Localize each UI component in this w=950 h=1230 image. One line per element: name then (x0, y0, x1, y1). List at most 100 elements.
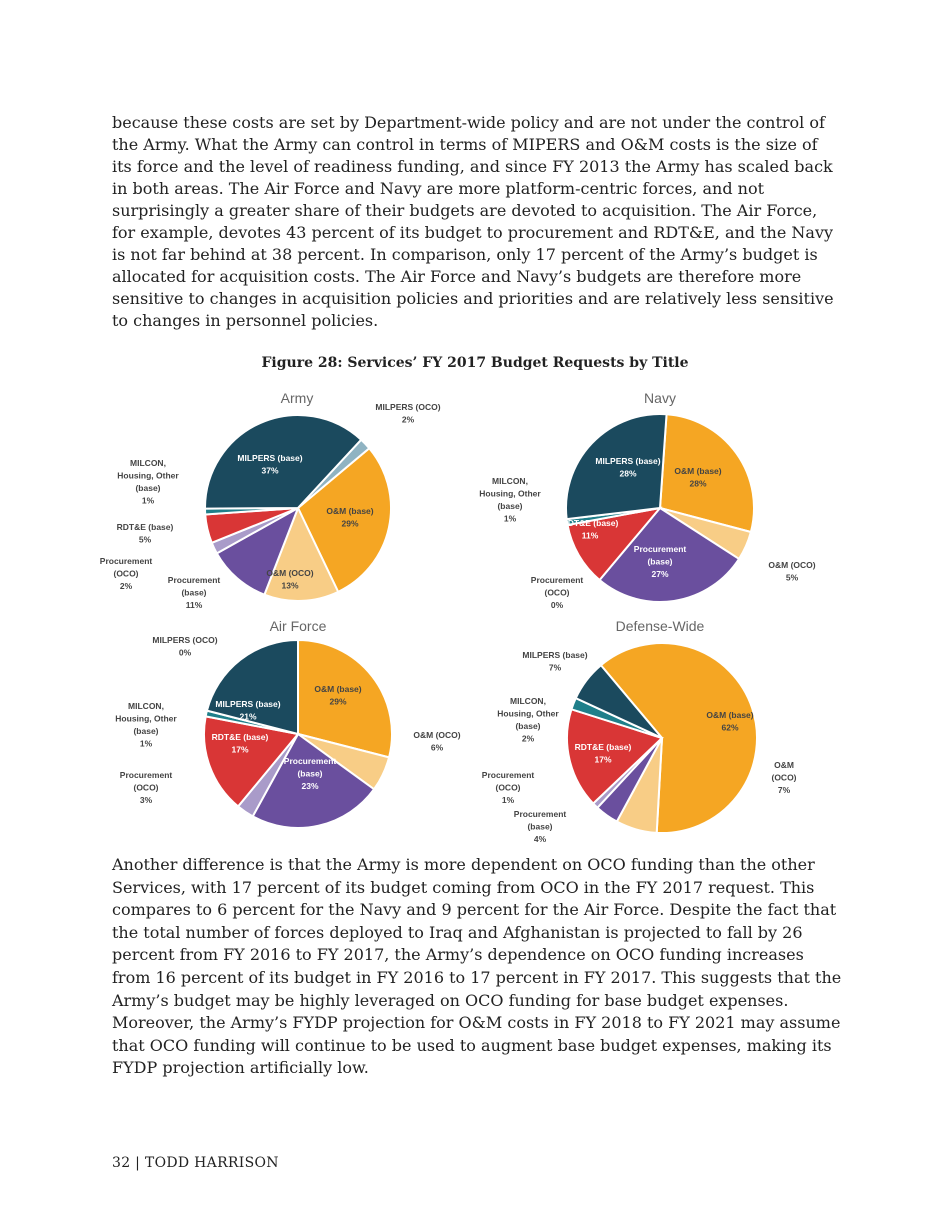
body-paragraph-1: because these costs are set by Departmen… (112, 113, 834, 330)
slice-label: O&M (base) (326, 506, 373, 516)
slice-label-group: MILPERS (base) 37% (237, 453, 302, 476)
slice-label: RDT&E (base) (575, 742, 632, 752)
slice-label-group: MILCON, Housing, Other (base) 1% (479, 476, 541, 524)
slice-label-group: RDT&E (base) 5% (117, 522, 174, 545)
slice-label: Procurement (531, 575, 584, 585)
slice-label: (base) (181, 588, 206, 598)
slice-label: MILPERS (base) (237, 453, 302, 463)
slice-value: 27% (651, 569, 668, 579)
slice-label: O&M (OCO) (413, 730, 460, 740)
slice-label-group: O&M (base) 62% (706, 710, 753, 733)
page-footer: 32 | TODD HARRISON (112, 1155, 279, 1171)
slice-label: Procurement (168, 575, 221, 585)
slice-label-group: RDT&E (base) 11% (562, 518, 619, 541)
slice-label: (base) (515, 721, 540, 731)
pie-defense-wide: Defense-Wide O&M (base) 62% O&M (OCO) 7% Procu… (482, 618, 797, 844)
pie-title: Navy (644, 390, 676, 406)
slice-label-group: MILCON, Housing, Other (base) 2% (497, 696, 559, 744)
figure-title: Figure 28: Services’ FY 2017 Budget Requ… (261, 355, 689, 371)
slice-label: (OCO) (133, 783, 158, 793)
slice-label-group: O&M (base) 29% (326, 506, 373, 529)
pie-slice (658, 413, 755, 534)
slice-label-group: MILCON, Housing, Other (base) 1% (117, 458, 179, 506)
slice-label: MILCON, (492, 476, 528, 486)
slice-label-group: MILPERS (base) 21% (215, 699, 280, 722)
slice-label: (base) (297, 769, 322, 779)
pie-slice (263, 505, 340, 602)
slice-value: 7% (778, 785, 791, 795)
slice-label: (base) (647, 557, 672, 567)
pie-slice (566, 506, 663, 582)
slice-value: 7% (549, 663, 562, 673)
slice-label-group: O&M (OCO) 7% (771, 760, 796, 795)
slice-label-group: Procurement (OCO) 2% (100, 556, 153, 591)
slice-label: Procurement (284, 756, 337, 766)
slice-label: (base) (527, 822, 552, 832)
slice-label-group: O&M (OCO) 6% (413, 730, 460, 753)
slice-value: 23% (301, 781, 318, 791)
slice-label: O&M (OCO) (266, 568, 313, 578)
slice-label-group: Procurement (base) 4% (514, 809, 567, 844)
slice-label: MILPERS (base) (215, 699, 280, 709)
slice-label-group: Procurement (base) 27% (634, 544, 687, 579)
slice-label-group: MILPERS (base) 7% (522, 650, 587, 673)
slice-label: MILCON, (510, 696, 546, 706)
pie-slice (565, 413, 668, 521)
pie-slice (599, 642, 758, 834)
pie-air-force: Air Force O&M (base) 29% O&M (OCO) 6% Procure… (115, 618, 461, 829)
slice-label: Housing, Other (497, 709, 559, 719)
slice-label: RDT&E (base) (117, 522, 174, 532)
slice-label: O&M (base) (706, 710, 753, 720)
pie-navy: Navy O&M (base) 28% O&M (OCO) 5% Procurement (… (479, 390, 815, 610)
slice-value: 0% (551, 600, 564, 610)
slice-label-group: MILPERS (OCO) 2% (375, 402, 440, 425)
slice-value: 17% (231, 745, 248, 755)
slice-label-group: MILPERS (base) 28% (595, 456, 660, 479)
slice-label-group: Procurement (base) 11% (168, 575, 221, 610)
pie-slice (598, 506, 741, 603)
slice-label-group: Procurement (OCO) 0% (531, 575, 584, 610)
slice-value: 29% (341, 519, 358, 529)
slice-label-group: Procurement (base) 23% (284, 756, 337, 791)
slice-value: 28% (619, 469, 636, 479)
slice-label-group: MILCON, Housing, Other (base) 1% (115, 701, 177, 749)
pie-slice (566, 708, 664, 805)
pie-slice (251, 732, 376, 829)
slice-value: 21% (239, 712, 256, 722)
slice-value: 37% (261, 466, 278, 476)
slice-label: Housing, Other (115, 714, 177, 724)
pie-charts: Army O&M (base) 29% O&M (OCO) 13% Procurement… (100, 390, 816, 844)
slice-value: 5% (786, 573, 799, 583)
pie-army: Army O&M (base) 29% O&M (OCO) 13% Procurement… (100, 390, 441, 610)
slice-value: 3% (140, 795, 153, 805)
slice-label: O&M (base) (674, 466, 721, 476)
slice-label: (OCO) (771, 773, 796, 783)
slice-value: 62% (721, 723, 738, 733)
slice-value: 1% (502, 795, 515, 805)
slice-label: Procurement (100, 556, 153, 566)
slice-label: Procurement (634, 544, 687, 554)
slice-label: Procurement (482, 770, 535, 780)
slice-label: RDT&E (base) (562, 518, 619, 528)
slice-value: 2% (522, 734, 535, 744)
slice-value: 28% (689, 479, 706, 489)
slice-value: 13% (281, 581, 298, 591)
slice-label: MILCON, (128, 701, 164, 711)
slice-label: (OCO) (495, 783, 520, 793)
slice-value: 11% (186, 600, 203, 610)
slice-label: MILPERS (OCO) (152, 635, 217, 645)
slice-label: MILPERS (base) (522, 650, 587, 660)
slice-label: RDT&E (base) (212, 732, 269, 742)
slice-label: Procurement (120, 770, 173, 780)
slice-label-group: MILPERS (OCO) 0% (152, 635, 217, 658)
slice-value: 2% (120, 581, 133, 591)
pie-slice (204, 414, 363, 510)
slice-value: 4% (534, 834, 547, 844)
slice-label: Procurement (514, 809, 567, 819)
slice-label: (base) (497, 501, 522, 511)
slice-label: Housing, Other (117, 471, 179, 481)
slice-value: 5% (139, 535, 152, 545)
body-paragraph-2: Another difference is that the Army is m… (112, 855, 842, 1078)
slice-value: 2% (402, 415, 415, 425)
slice-label-group: O&M (OCO) 13% (266, 568, 313, 591)
